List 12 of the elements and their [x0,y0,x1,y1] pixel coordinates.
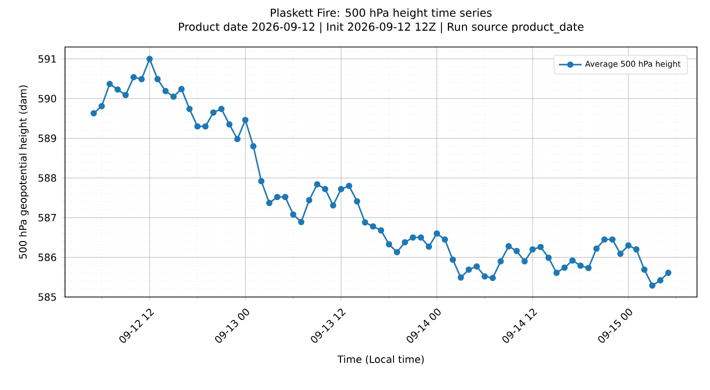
y-axis-title: 500 hPa geopotential height (dam) [18,85,29,259]
chart-subtitle: Product date 2026-09-12 | Init 2026-09-12 12Z | Run source product_date [179,22,584,34]
y-tick-label: 585 [38,293,56,301]
x-axis-title: Time (Local time) [337,355,424,364]
y-tick-label: 591 [38,55,56,63]
y-tick-label: 588 [38,174,56,182]
y-tick-label: 586 [38,254,56,262]
y-tick-label: 590 [38,94,56,102]
y-tick-label: 587 [38,214,56,222]
y-tick-label: 589 [38,134,56,142]
chart-title: Plaskett Fire: 500 hPa height time series [270,8,492,19]
legend-label: Average 500 hPa height [585,60,681,68]
